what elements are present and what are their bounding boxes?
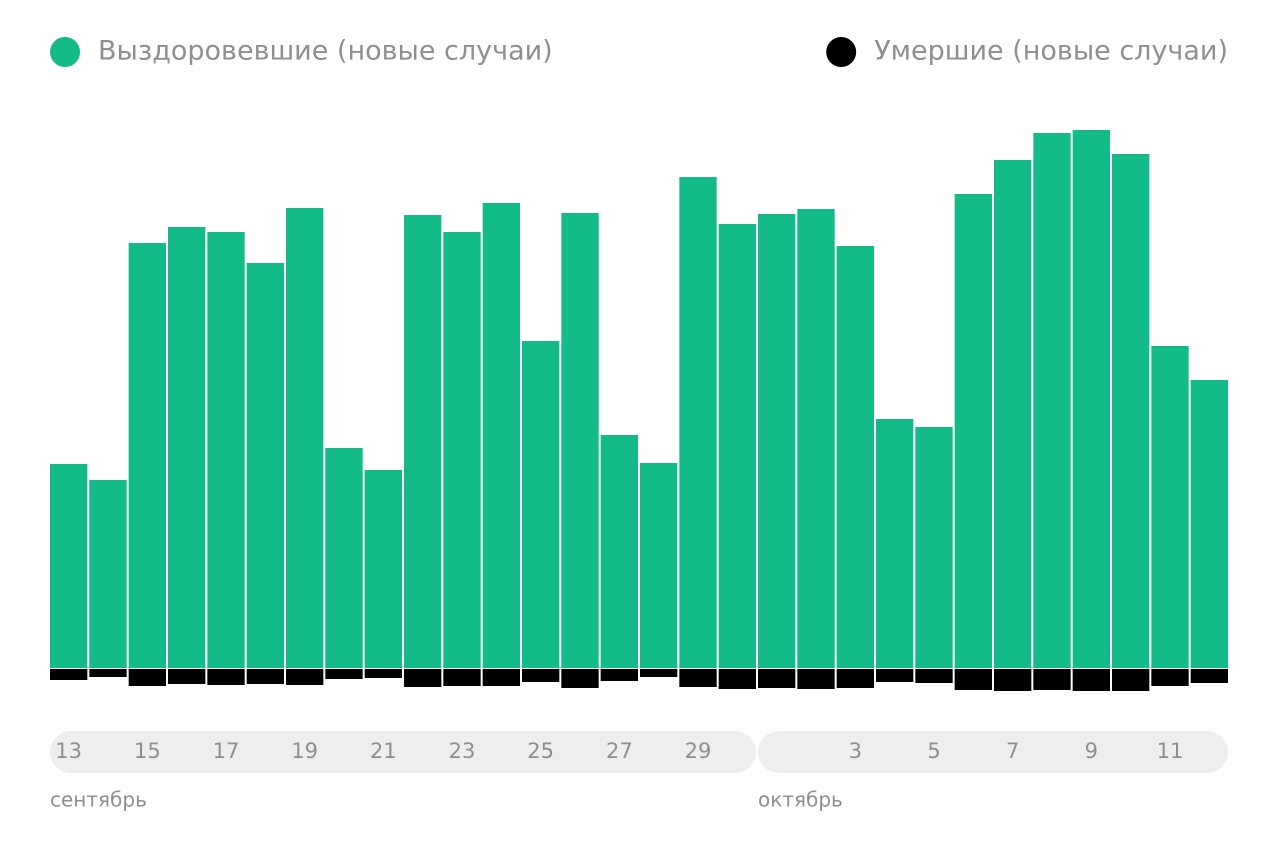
- bar: [404, 669, 442, 687]
- bar: [404, 215, 442, 668]
- bar: [1151, 669, 1189, 686]
- bar: [286, 669, 324, 685]
- bar: [50, 669, 88, 680]
- x-tick-label: 21: [370, 739, 397, 763]
- legend-swatch: [50, 37, 80, 67]
- bar: [1190, 380, 1228, 668]
- legend-label: Выздоровевшие (новые случаи): [98, 36, 553, 67]
- bar: [325, 448, 363, 668]
- bar: [836, 669, 874, 688]
- bar: [640, 463, 678, 668]
- x-tick-label: 9: [1085, 739, 1098, 763]
- bar: [915, 427, 953, 668]
- bar: [797, 669, 835, 689]
- bar: [758, 669, 796, 688]
- bar: [954, 194, 992, 668]
- bar: [640, 669, 678, 677]
- bar: [522, 669, 560, 682]
- bar: [561, 669, 599, 688]
- x-tick-label: 19: [291, 739, 318, 763]
- bar: [876, 419, 914, 668]
- bar: [246, 669, 284, 684]
- bar: [168, 669, 206, 684]
- x-tick-label: 17: [213, 739, 240, 763]
- bar: [128, 669, 166, 686]
- bar: [128, 243, 166, 668]
- bar: [994, 160, 1032, 668]
- bar: [679, 177, 717, 668]
- bar: [89, 669, 127, 677]
- bar: [207, 669, 245, 685]
- legend-label: Умершие (новые случаи): [874, 36, 1228, 67]
- x-tick-label: 23: [449, 739, 476, 763]
- x-tick-label: 11: [1157, 739, 1184, 763]
- bar: [1112, 154, 1150, 668]
- bar: [718, 669, 756, 689]
- bar: [89, 480, 127, 668]
- legend-swatch: [826, 37, 857, 67]
- bar: [443, 232, 481, 668]
- bar: [915, 669, 953, 683]
- bar: [246, 263, 284, 668]
- bar: [561, 213, 599, 668]
- x-tick-label: 29: [685, 739, 712, 763]
- bar: [325, 669, 363, 679]
- bar: [443, 669, 481, 686]
- bar: [50, 464, 88, 668]
- x-tick-label: 15: [134, 739, 161, 763]
- bar: [364, 470, 402, 668]
- bar: [1190, 669, 1228, 683]
- bar: [876, 669, 914, 682]
- bar: [600, 435, 638, 668]
- bar: [600, 669, 638, 681]
- x-tick-label: 27: [606, 739, 633, 763]
- x-tick-label: 13: [55, 739, 82, 763]
- bar: [679, 669, 717, 687]
- x-tick-label: 7: [1006, 739, 1019, 763]
- bar: [1033, 133, 1071, 668]
- bar: [286, 208, 324, 668]
- month-label: сентябрь: [50, 788, 147, 812]
- bar: [168, 227, 206, 668]
- month-band: [50, 731, 756, 773]
- month-label: октябрь: [758, 788, 843, 812]
- bar: [954, 669, 992, 690]
- bar: [207, 232, 245, 668]
- bar: [1072, 669, 1110, 691]
- x-tick-label: 3: [849, 739, 862, 763]
- month-band: [758, 731, 1228, 773]
- bar: [994, 669, 1032, 691]
- bar: [482, 669, 520, 686]
- bar: [482, 203, 520, 668]
- bar: [364, 669, 402, 678]
- bar: [718, 224, 756, 668]
- bar: [836, 246, 874, 668]
- bar: [1072, 130, 1110, 668]
- bar: [1033, 669, 1071, 690]
- bar: [522, 341, 560, 668]
- bar: [797, 209, 835, 668]
- x-tick-label: 5: [927, 739, 940, 763]
- bar: [758, 214, 796, 668]
- bar: [1151, 346, 1189, 668]
- x-tick-label: 25: [527, 739, 554, 763]
- bar: [1112, 669, 1150, 691]
